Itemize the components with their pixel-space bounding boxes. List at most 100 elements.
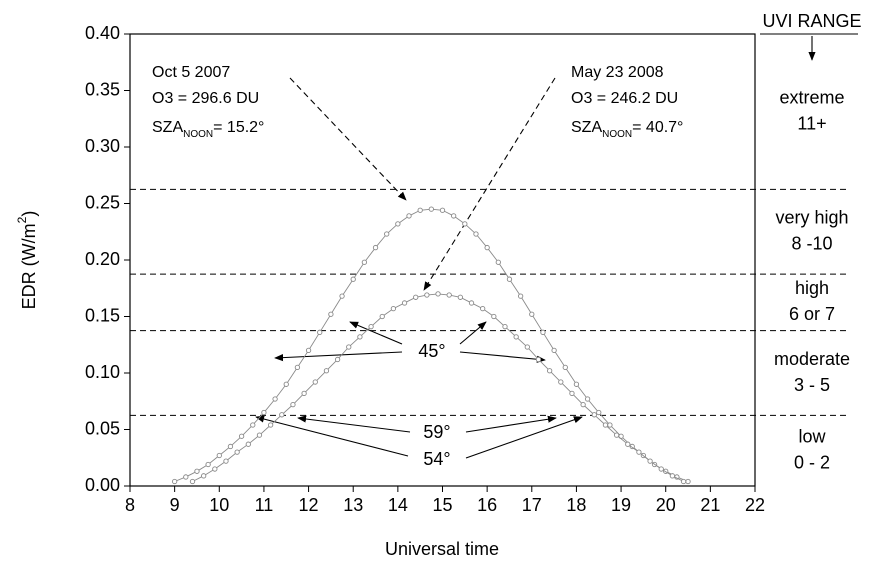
data-point — [312, 379, 318, 385]
data-point — [573, 381, 580, 387]
arrow — [297, 415, 411, 433]
data-point — [517, 293, 524, 299]
uvi-name: very high — [775, 208, 848, 228]
angle-label: 59° — [423, 422, 450, 442]
data-point — [424, 292, 430, 298]
data-point — [234, 449, 240, 455]
data-point — [495, 259, 501, 265]
data-point — [602, 422, 609, 428]
data-point — [451, 213, 457, 219]
data-point — [223, 458, 229, 464]
uvi-range: 0 - 2 — [794, 452, 830, 472]
data-point — [685, 478, 691, 485]
sza-value: = 40.7° — [632, 119, 683, 136]
data-point — [261, 409, 267, 416]
data-point — [491, 313, 497, 320]
note-date: Oct 5 2007 — [152, 64, 230, 81]
x-tick-label: 10 — [209, 495, 229, 515]
data-point — [256, 432, 263, 438]
arrow — [465, 415, 557, 433]
data-point — [379, 313, 385, 320]
data-point — [201, 473, 207, 479]
data-point — [267, 422, 274, 428]
data-point — [562, 364, 568, 370]
y-tick-label: 0.20 — [85, 249, 120, 269]
data-point — [250, 422, 256, 428]
data-point — [294, 364, 301, 370]
y-label-end: ) — [19, 211, 39, 217]
angle-label: 54° — [423, 449, 450, 469]
data-point — [372, 244, 379, 251]
y-tick-label: 0.30 — [85, 136, 120, 156]
data-point — [580, 401, 586, 408]
uvi-name: high — [795, 278, 829, 298]
arrow — [465, 416, 583, 459]
y-tick-label: 0.40 — [85, 23, 120, 43]
data-point — [395, 221, 401, 227]
data-point — [546, 368, 553, 374]
arrow — [349, 321, 403, 345]
x-tick-label: 20 — [656, 495, 676, 515]
arrow — [459, 351, 546, 363]
data-point — [613, 432, 620, 438]
data-point — [216, 452, 222, 459]
data-point — [334, 356, 341, 363]
x-tick-label: 22 — [745, 495, 765, 515]
data-point — [584, 396, 591, 402]
data-point — [417, 207, 423, 213]
data-point — [625, 441, 631, 447]
data-point — [428, 206, 434, 212]
data-point — [346, 344, 352, 350]
data-point — [401, 300, 408, 306]
uvi-name: low — [798, 426, 826, 446]
data-point — [238, 433, 245, 439]
data-point — [290, 401, 296, 408]
x-tick-label: 8 — [125, 495, 135, 515]
data-point — [183, 474, 189, 480]
note-ozone: O3 = 296.6 DU — [152, 90, 259, 107]
data-point — [384, 231, 390, 237]
uvi-title: UVI RANGE — [762, 11, 861, 31]
data-point — [194, 468, 200, 474]
data-point — [502, 324, 508, 330]
data-point — [323, 368, 330, 374]
x-tick-label: 21 — [700, 495, 720, 515]
note-ozone: O3 = 246.2 DU — [571, 90, 678, 107]
sza-sub: NOON — [602, 129, 632, 140]
data-point — [647, 458, 653, 464]
y-tick-label: 0.10 — [85, 362, 120, 382]
data-point — [596, 409, 602, 416]
y-tick-label: 0.00 — [85, 475, 120, 495]
x-tick-label: 17 — [522, 495, 542, 515]
angle-label: 45° — [418, 341, 445, 361]
data-point — [227, 443, 234, 450]
data-point — [279, 412, 285, 418]
sza: SZA — [152, 119, 183, 136]
uvi-range: 11+ — [797, 113, 826, 133]
y-label-sup: 2 — [15, 216, 29, 223]
data-point — [357, 334, 363, 340]
data-point — [317, 329, 323, 335]
data-point — [529, 311, 535, 317]
data-point — [390, 305, 397, 312]
data-point — [636, 449, 642, 455]
data-point — [245, 441, 251, 447]
x-tick-label: 9 — [170, 495, 180, 515]
data-point — [283, 381, 289, 387]
data-point — [435, 291, 441, 297]
annotation-arrows — [255, 33, 858, 459]
uvi-range: 8 -10 — [791, 234, 832, 254]
data-point — [669, 473, 676, 479]
x-tick-label: 15 — [432, 495, 452, 515]
data-point — [658, 466, 664, 472]
data-point — [301, 390, 307, 396]
data-point — [680, 478, 687, 485]
x-tick-label: 16 — [477, 495, 497, 515]
data-point — [439, 207, 446, 213]
data-point — [272, 396, 278, 402]
data-point — [305, 347, 312, 354]
x-tick-label: 12 — [299, 495, 319, 515]
data-point — [205, 461, 211, 468]
data-point — [406, 213, 412, 219]
data-point — [591, 412, 597, 418]
